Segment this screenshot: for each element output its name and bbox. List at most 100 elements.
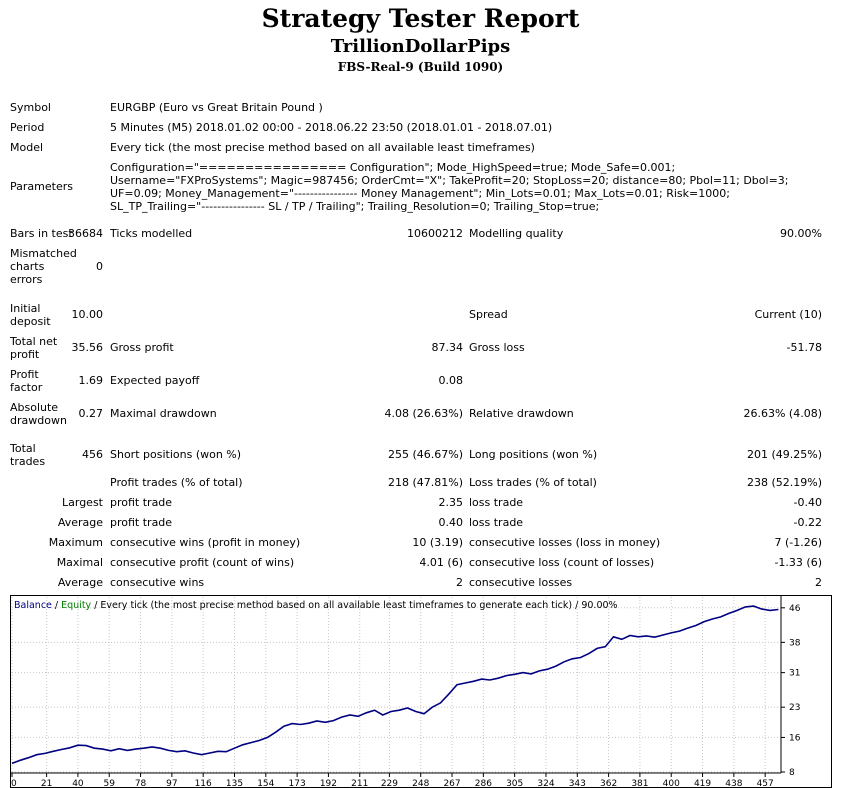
x-tick-label: 438	[725, 779, 742, 788]
absolute-drawdown-label: Absolute drawdown	[10, 401, 67, 427]
x-tick-label: 173	[289, 779, 306, 788]
deposit-value: 10.00	[71, 308, 104, 321]
parameters-value: Configuration="================ Configur…	[110, 161, 789, 213]
largest-loss-value: -0.40	[793, 496, 822, 509]
net-profit-label: Total net profit	[10, 335, 58, 361]
y-tick-label: 46	[789, 604, 801, 614]
spread-label: Spread	[469, 308, 508, 321]
relative-drawdown-value: 26.63% (4.08)	[743, 407, 822, 420]
x-tick-label: 192	[320, 779, 337, 788]
spread-value: Current (10)	[754, 308, 822, 321]
maximum-label: Maximum	[48, 536, 103, 549]
short-positions-label: Short positions (won %)	[110, 448, 242, 461]
period-value: 5 Minutes (M5) 2018.01.02 00:00 - 2018.0…	[110, 121, 553, 134]
profit-trades-value: 218 (47.81%)	[387, 476, 463, 489]
profit-factor-value: 1.69	[78, 374, 104, 387]
deposit-label: Initial deposit	[10, 302, 51, 328]
largest-label: Largest	[62, 496, 103, 509]
x-tick-label: 97	[166, 779, 177, 788]
short-positions-value: 255 (46.67%)	[387, 448, 463, 461]
largest-profit-label: profit trade	[110, 496, 173, 509]
ticks-label: Ticks modelled	[110, 227, 193, 240]
model-label: Model	[10, 141, 44, 154]
quality-value: 90.00%	[780, 227, 822, 240]
mismatch-label: Mismatched charts errors	[10, 247, 77, 286]
x-tick-label: 419	[694, 779, 711, 788]
parameters-label: Parameters	[10, 180, 73, 193]
maximal-drawdown-label: Maximal drawdown	[110, 407, 217, 420]
profit-trades-label: Profit trades (% of total)	[110, 476, 243, 489]
maximal-consecutive-profit-label: consecutive profit (count of wins)	[110, 556, 295, 569]
x-tick-label: 40	[72, 779, 84, 788]
bars-value: 36684	[68, 227, 103, 240]
gross-loss-value: -51.78	[786, 341, 822, 354]
average-consecutive-wins-value: 2	[456, 576, 463, 589]
expected-payoff-value: 0.08	[438, 374, 464, 387]
loss-trades-value: 238 (52.19%)	[746, 476, 822, 489]
absolute-drawdown-value: 0.27	[78, 407, 104, 420]
x-tick-label: 116	[195, 779, 212, 788]
x-tick-label: 305	[506, 779, 523, 788]
largest-profit-value: 2.35	[438, 496, 464, 509]
period-label: Period	[10, 121, 45, 134]
mismatch-value: 0	[96, 260, 103, 273]
max-consecutive-wins-value: 10 (3.19)	[412, 536, 463, 549]
long-positions-value: 201 (49.25%)	[746, 448, 822, 461]
quality-label: Modelling quality	[469, 227, 564, 240]
average-consecutive-losses-label: consecutive losses	[469, 576, 573, 589]
y-tick-label: 38	[789, 638, 801, 648]
average-profit-value: 0.40	[438, 516, 464, 529]
max-consecutive-losses-value: 7 (-1.26)	[774, 536, 822, 549]
average-label: Average	[57, 516, 103, 529]
profit-factor-label: Profit factor	[10, 368, 43, 394]
symbol-value: EURGBP (Euro vs Great Britain Pound )	[110, 101, 323, 114]
max-consecutive-losses-label: consecutive losses (loss in money)	[469, 536, 661, 549]
largest-loss-label: loss trade	[469, 496, 524, 509]
x-tick-label: 59	[104, 779, 116, 788]
total-trades-value: 456	[82, 448, 103, 461]
x-tick-label: 267	[443, 779, 460, 788]
y-tick-label: 31	[789, 669, 800, 679]
x-tick-labels: 0 21 40 59 78 97 116 135 154 173 192 211 229 248 267 28…	[11, 773, 774, 788]
average-consecutive-label: Average	[57, 576, 103, 589]
maximal-consecutive-loss-label: consecutive loss (count of losses)	[469, 556, 655, 569]
y-tick-label: 23	[789, 703, 800, 713]
legend-balance: Balance	[14, 600, 52, 611]
maximal-consecutive-profit-value: 4.01 (6)	[419, 556, 463, 569]
ticks-value: 10600212	[407, 227, 463, 240]
expected-payoff-label: Expected payoff	[110, 374, 200, 387]
expert-name: TrillionDollarPips	[330, 36, 511, 57]
gross-profit-value: 87.34	[431, 341, 464, 354]
x-tick-label: 381	[631, 779, 648, 788]
legend-description: / Every tick (the most precise method ba…	[91, 600, 617, 611]
y-tick-label: 8	[789, 768, 795, 778]
relative-drawdown-label: Relative drawdown	[469, 407, 574, 420]
x-tick-label: 343	[569, 779, 586, 788]
legend-separator: /	[52, 600, 61, 611]
x-tick-label: 229	[381, 779, 398, 788]
report-title: Strategy Tester Report	[261, 4, 580, 33]
x-tick-label: 457	[757, 779, 774, 788]
legend-equity: Equity	[61, 600, 91, 611]
average-loss-value: -0.22	[793, 516, 822, 529]
average-consecutive-losses-value: 2	[815, 576, 822, 589]
chart-grid	[11, 597, 780, 773]
max-consecutive-wins-label: consecutive wins (profit in money)	[110, 536, 301, 549]
gross-profit-label: Gross profit	[110, 341, 174, 354]
x-tick-label: 21	[41, 779, 52, 788]
x-tick-label: 362	[600, 779, 617, 788]
y-tick-labels: 8 16 23 31 38 46	[781, 604, 801, 778]
bars-label: Bars in test	[10, 227, 73, 240]
y-tick-label: 16	[789, 733, 801, 743]
server-build: FBS-Real-9 (Build 1090)	[337, 60, 504, 74]
model-value: Every tick (the most precise method base…	[110, 141, 535, 154]
average-loss-label: loss trade	[469, 516, 524, 529]
x-tick-label: 324	[537, 779, 554, 788]
x-tick-label: 286	[475, 779, 492, 788]
x-tick-label: 211	[351, 779, 368, 788]
x-tick-label: 0	[11, 779, 17, 788]
loss-trades-label: Loss trades (% of total)	[469, 476, 597, 489]
gross-loss-label: Gross loss	[469, 341, 525, 354]
total-trades-label: Total trades	[10, 442, 46, 468]
maximal-consecutive-loss-value: -1.33 (6)	[774, 556, 822, 569]
